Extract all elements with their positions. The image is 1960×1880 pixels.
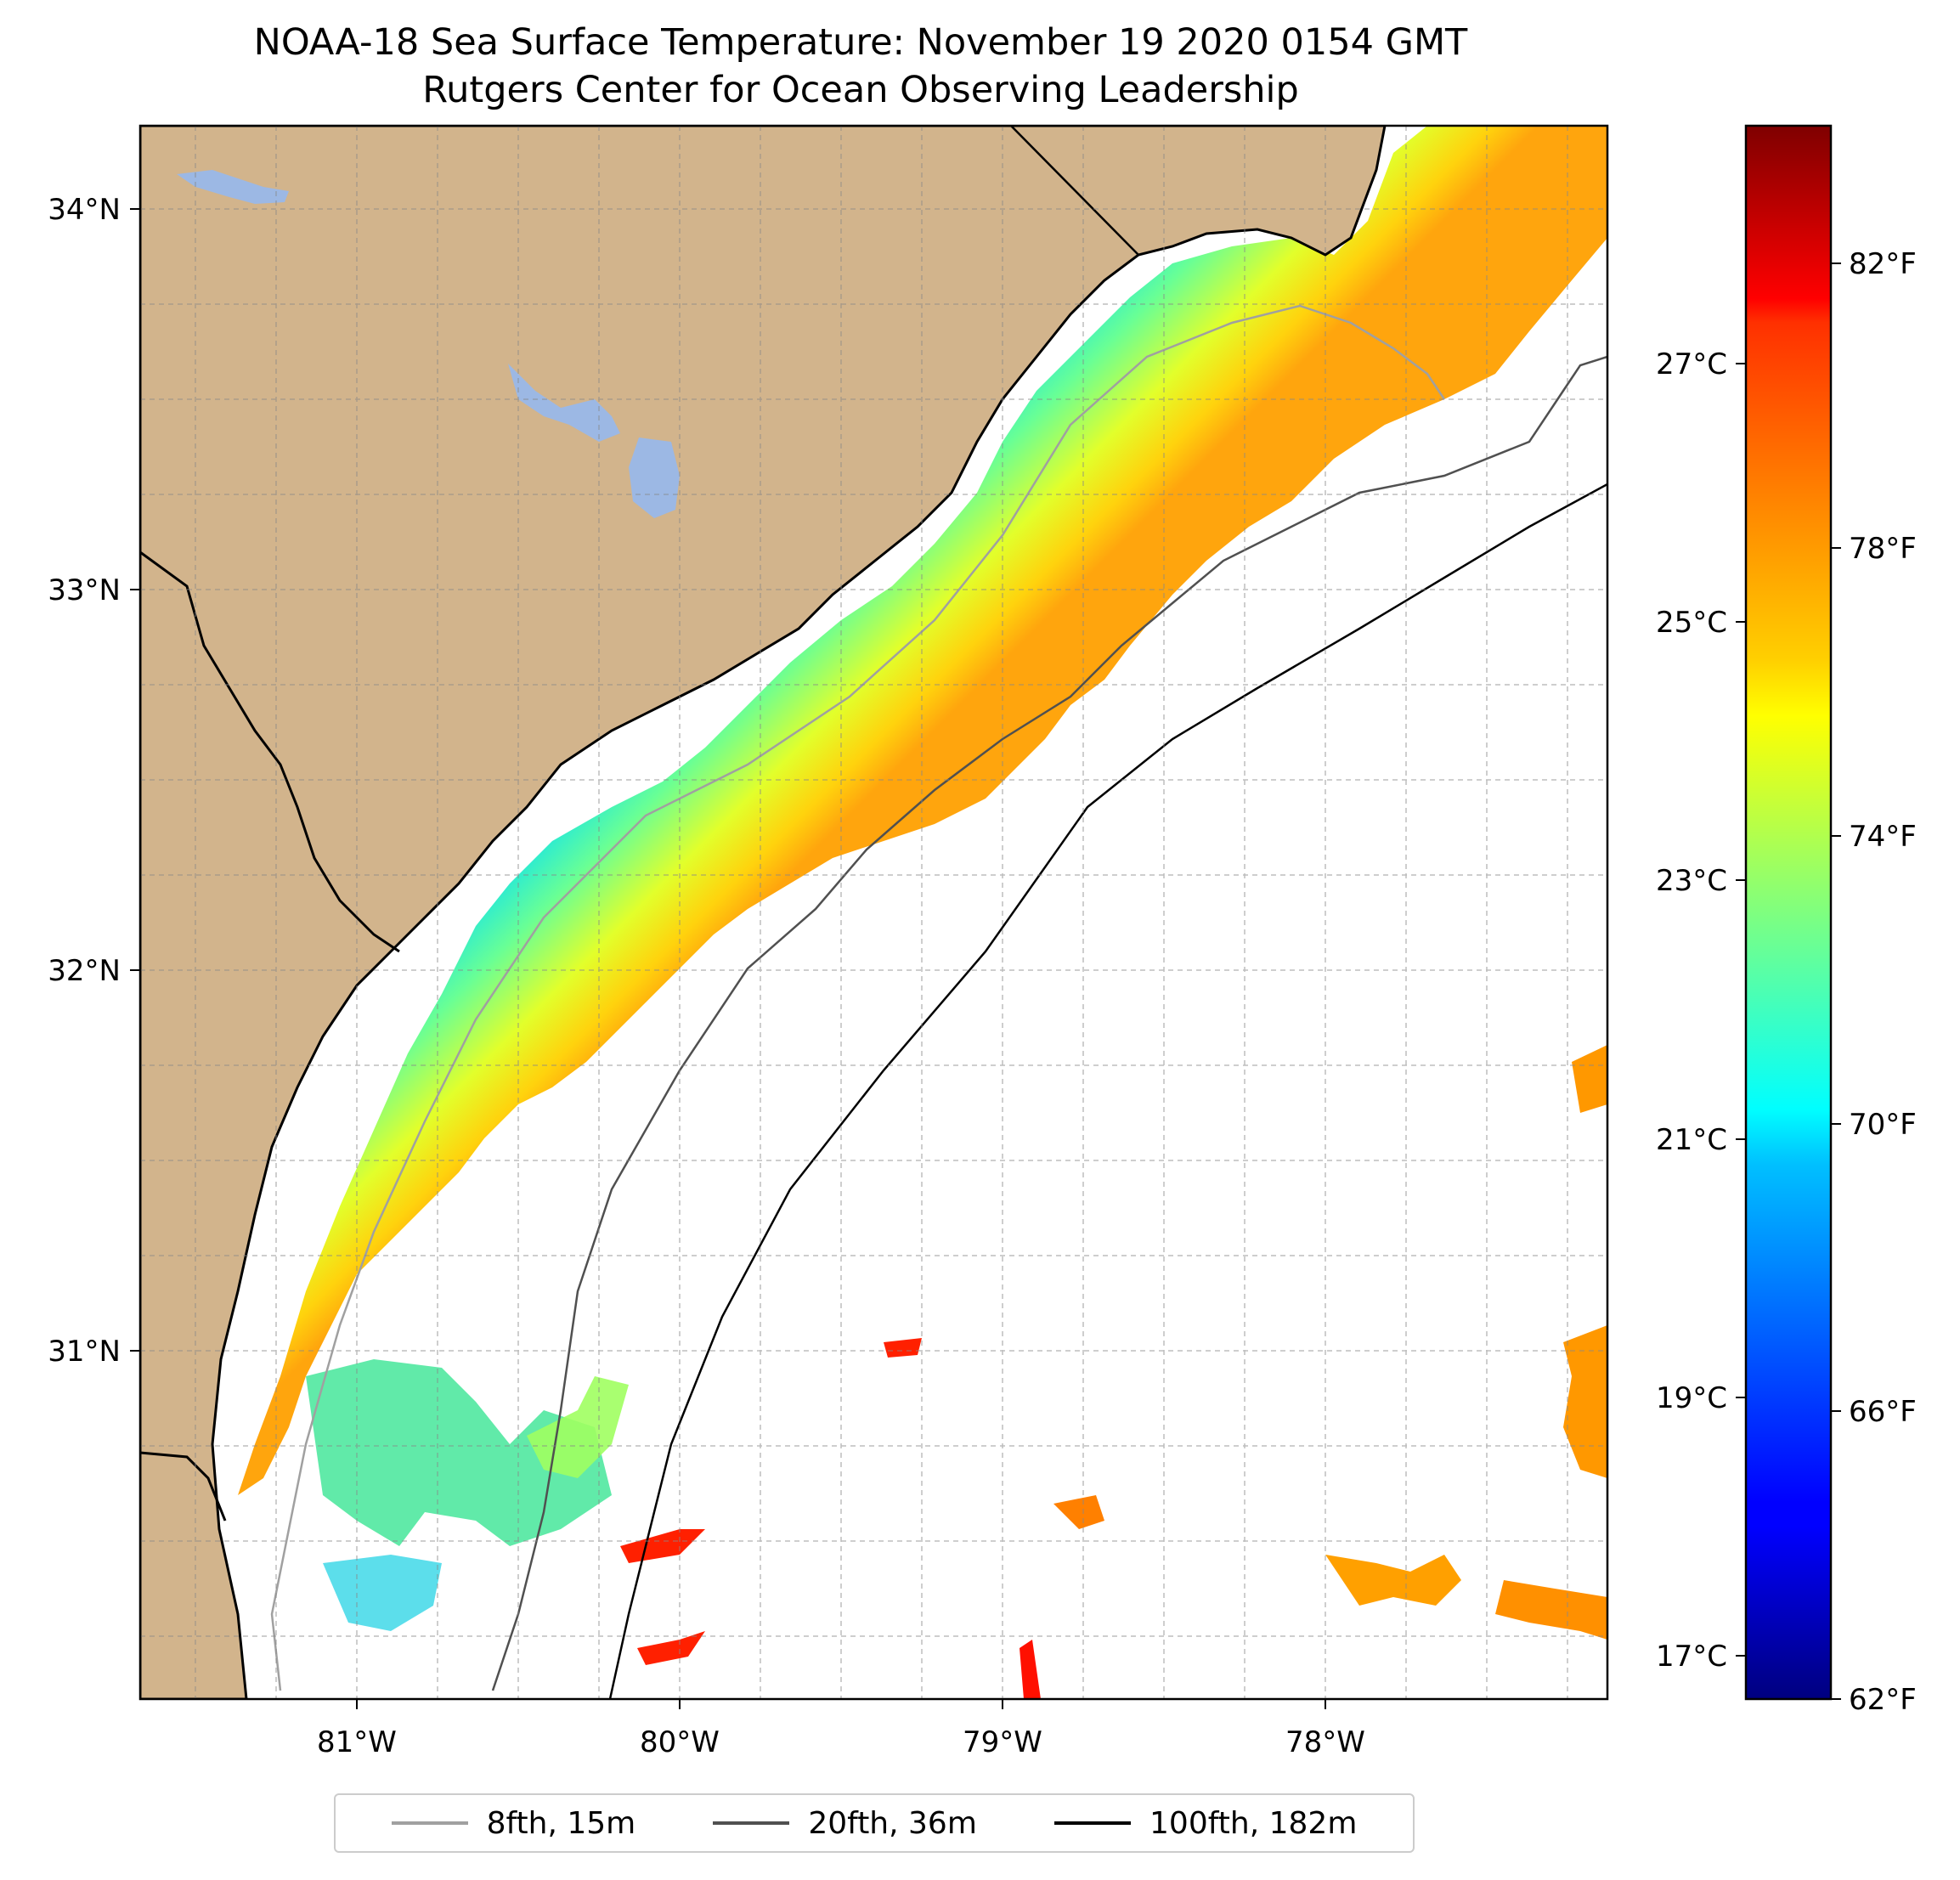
lon-tick-78w: 78°W [1285, 1725, 1365, 1759]
lat-tick-33n: 33°N [48, 573, 121, 607]
lake-north [177, 170, 289, 204]
colorbar: 82°F 78°F 74°F 70°F 66°F 62°F 27°C 25°C … [1656, 124, 1917, 1717]
sst-patch-red4 [884, 1338, 922, 1358]
river-boundary-1 [140, 550, 400, 953]
land [140, 126, 1387, 1699]
map-subtitle: Rutgers Center for Ocean Observing Leade… [422, 69, 1299, 111]
river-boundary-2 [140, 1451, 227, 1522]
colorbar-tick-21c: 21°C [1656, 1123, 1727, 1157]
sst-patch-orange3 [1563, 1325, 1607, 1478]
lat-tick-34n: 34°N [48, 193, 121, 227]
colorbar-gradient [1744, 124, 1833, 1701]
colorbar-tick-19c: 19°C [1656, 1381, 1727, 1415]
lake-moultrie [508, 364, 620, 442]
colorbar-tick-17c: 17°C [1656, 1640, 1727, 1674]
sst-patch-orange5 [1053, 1495, 1104, 1529]
map-title: NOAA-18 Sea Surface Temperature: Novembe… [253, 21, 1468, 64]
longitude-axis: 81°W 80°W 79°W 78°W [317, 1699, 1365, 1759]
legend-entry-36m: 20fth, 36m [713, 1806, 977, 1841]
isobath-legend: 8fth, 15m 20fth, 36m 100fth, 182m [334, 1793, 1415, 1853]
lake-marion [629, 438, 680, 518]
colorbar-tick-62f: 62°F [1849, 1683, 1917, 1717]
sst-patch-orange4 [1572, 1045, 1607, 1113]
sst-swath [238, 126, 1607, 1495]
legend-label-15m: 8fth, 15m [486, 1805, 636, 1841]
legend-entry-15m: 8fth, 15m [391, 1805, 636, 1841]
sst-patch-south [323, 1555, 442, 1631]
legend-line-15m [391, 1821, 468, 1825]
lon-tick-79w: 79°W [963, 1725, 1042, 1759]
lat-tick-32n: 32°N [48, 954, 121, 988]
legend-entry-182m: 100fth, 182m [1054, 1806, 1357, 1841]
sst-patch-mid [527, 1376, 629, 1478]
sst-patch-southwest [306, 1359, 612, 1546]
legend-label-36m: 20fth, 36m [808, 1805, 977, 1841]
legend-line-182m [1054, 1821, 1132, 1825]
sst-patch-orange1 [1325, 1555, 1461, 1606]
sst-patch-red1 [620, 1529, 705, 1563]
state-boundary [1010, 126, 1139, 256]
lon-tick-80w: 80°W [640, 1725, 720, 1759]
legend-line-36m [713, 1821, 790, 1825]
colorbar-tick-70f: 70°F [1849, 1108, 1917, 1142]
colorbar-tick-27c: 27°C [1656, 347, 1727, 381]
colorbar-tick-74f: 74°F [1849, 820, 1917, 854]
lon-tick-81w: 81°W [317, 1725, 397, 1759]
latitude-axis: 34°N 33°N 32°N 31°N [48, 193, 140, 1369]
colorbar-tick-66f: 66°F [1849, 1395, 1917, 1429]
lat-tick-31n: 31°N [48, 1335, 121, 1369]
map-area [140, 126, 1607, 1699]
colorbar-tick-25c: 25°C [1656, 606, 1727, 640]
graticule [140, 126, 1607, 1699]
sst-patch-red3 [1020, 1640, 1041, 1699]
colorbar-tick-23c: 23°C [1656, 864, 1727, 898]
sst-patch-orange2 [1495, 1580, 1607, 1640]
isobath-182m [608, 483, 1607, 1699]
map-frame [138, 124, 1609, 1701]
isobath-36m [491, 355, 1607, 1691]
title-block: NOAA-18 Sea Surface Temperature: Novembe… [0, 19, 1721, 114]
colorbar-tick-82f: 82°F [1849, 247, 1917, 281]
sst-patch-red2 [637, 1631, 705, 1665]
colorbar-tick-78f: 78°F [1849, 532, 1917, 566]
legend-label-182m: 100fth, 182m [1149, 1805, 1358, 1841]
